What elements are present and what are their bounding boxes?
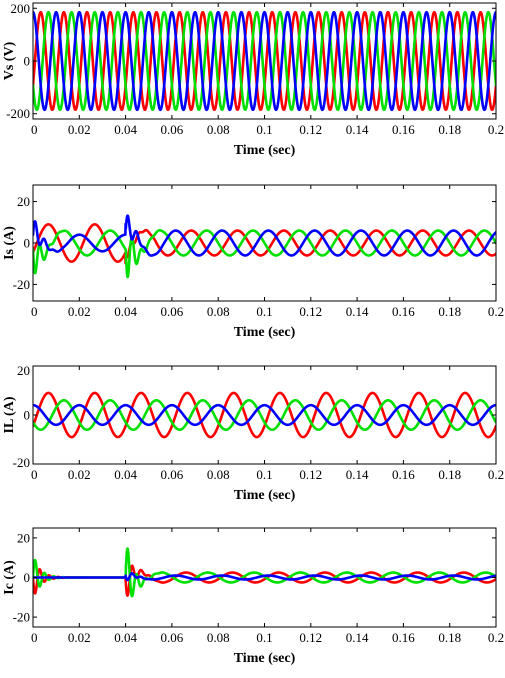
x-tick-label: 0.14 (346, 304, 369, 319)
y-tick-label: 20 (17, 363, 30, 378)
plot-frame (32, 2, 497, 120)
x-tick-label: 0.02 (68, 630, 91, 645)
x-tick-label: 0 (31, 122, 38, 137)
series-line-blue (33, 572, 496, 582)
x-tick-label: 0 (31, 304, 38, 319)
x-tick-label: 0 (31, 630, 38, 645)
y-tick-label: -20 (13, 277, 30, 292)
y-axis-label: Vs (V) (2, 41, 17, 80)
x-tick-label: 0.14 (346, 630, 369, 645)
x-tick-label: 0.18 (438, 467, 461, 482)
series-line-green (33, 547, 496, 598)
series-line-red (33, 223, 496, 265)
series-line-green (33, 229, 496, 279)
x-tick-label: 0.06 (161, 467, 184, 482)
x-tick-label: 0.14 (346, 467, 369, 482)
y-axis-label: IL (A) (2, 396, 17, 433)
x-tick-label: 0.06 (161, 304, 184, 319)
x-tick-label: 0.1 (256, 304, 272, 319)
series-line-red (33, 391, 496, 439)
x-tick-label: 0.16 (392, 122, 415, 137)
x-tick-label: 0.04 (114, 122, 137, 137)
series-line-green (33, 10, 496, 112)
x-tick-label: 0.12 (299, 304, 322, 319)
x-tick-label: 0.14 (346, 122, 369, 137)
y-tick-label: 0 (24, 408, 31, 423)
x-tick-label: 0.16 (392, 630, 415, 645)
y-tick-label: 20 (17, 194, 30, 209)
x-tick-label: 0.02 (68, 467, 91, 482)
y-tick-label: 200 (11, 1, 31, 16)
x-tick-label: 0.08 (207, 467, 230, 482)
series-line-red (33, 564, 496, 597)
x-tick-label: 0.2 (488, 630, 504, 645)
traces (33, 10, 496, 112)
x-tick-label: 0.16 (392, 467, 415, 482)
x-tick-label: 0.06 (161, 630, 184, 645)
y-tick-label: -20 (13, 610, 30, 625)
x-tick-label: 0.2 (488, 304, 504, 319)
x-tick-label: 0.04 (114, 304, 137, 319)
series-line-blue (33, 214, 496, 257)
x-axis-label: Time (sec) (234, 325, 296, 340)
x-axis-label: Time (sec) (234, 488, 296, 503)
y-tick-label: 0 (24, 570, 31, 585)
x-tick-label: 0.1 (256, 630, 272, 645)
x-tick-label: 0.08 (207, 630, 230, 645)
x-axis-label: Time (sec) (234, 651, 296, 666)
series-line-blue (33, 403, 496, 427)
x-tick-label: 0.06 (161, 122, 184, 137)
traces (33, 547, 496, 598)
x-tick-label: 0.1 (256, 122, 272, 137)
panel-3: 0 0.02 0.04 0.06 0.08 0.1 0.12 0.14 0.16 0.18 0.2 -… (2, 363, 504, 503)
traces (33, 214, 496, 279)
x-tick-label: 0.2 (488, 122, 504, 137)
x-tick-label: 0.12 (299, 467, 322, 482)
x-tick-label: 0.12 (299, 630, 322, 645)
series-line-green (33, 399, 496, 431)
x-tick-label: 0.18 (438, 122, 461, 137)
x-tick-label: 0.08 (207, 122, 230, 137)
traces (33, 391, 496, 439)
y-tick-label: 0 (24, 54, 31, 69)
series-line-blue (33, 10, 496, 112)
x-tick-label: 0.02 (68, 304, 91, 319)
panel-2: 0 0.02 0.04 0.06 0.08 0.1 0.12 0.14 0.16 0.18 0.2 -… (2, 184, 504, 340)
x-tick-label: 0.2 (488, 467, 504, 482)
x-tick-label: 0.04 (114, 467, 137, 482)
y-tick-label: -200 (6, 106, 30, 121)
x-axis-label: Time (sec) (234, 143, 296, 158)
x-tick-label: 0.08 (207, 304, 230, 319)
x-tick-label: 0.18 (438, 630, 461, 645)
y-tick-label: -20 (13, 455, 30, 470)
panel-4: 0 0.02 0.04 0.06 0.08 0.1 0.12 0.14 0.16 0.18 0.2 -… (2, 527, 504, 666)
panel-1: 0 0.02 0.04 0.06 0.08 0.1 0.12 0.14 0.16 0.18 0.2 -… (2, 1, 504, 158)
x-tick-label: 0.18 (438, 304, 461, 319)
y-axis-label: Is (A) (2, 226, 17, 260)
y-axis-label: Ic (A) (2, 560, 17, 595)
y-tick-label: 20 (17, 530, 30, 545)
x-tick-label: 0 (31, 467, 38, 482)
x-tick-label: 0.1 (256, 467, 272, 482)
x-tick-label: 0.04 (114, 630, 137, 645)
x-tick-label: 0.12 (299, 122, 322, 137)
plot-frame (32, 365, 497, 465)
x-tick-label: 0.16 (392, 304, 415, 319)
x-tick-label: 0.02 (68, 122, 91, 137)
y-tick-label: 0 (24, 236, 31, 251)
